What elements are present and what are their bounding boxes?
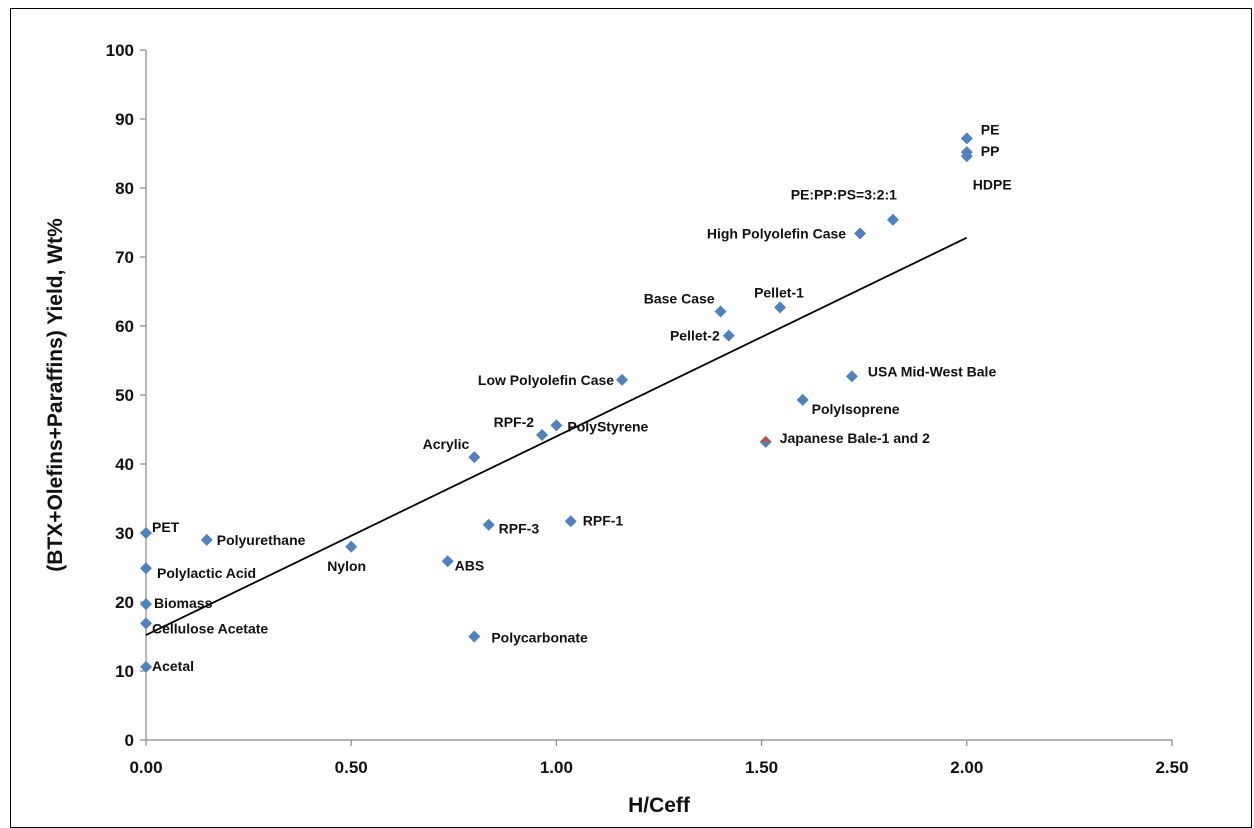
data-point-marker bbox=[345, 540, 358, 553]
data-point-marker bbox=[796, 393, 809, 406]
data-point-label: RPF-3 bbox=[499, 521, 540, 537]
data-point-marker bbox=[140, 527, 152, 539]
x-tick-label: 2.00 bbox=[950, 758, 983, 777]
data-point-marker bbox=[468, 630, 481, 643]
y-tick-label: 70 bbox=[115, 248, 134, 267]
data-point-marker bbox=[886, 213, 899, 226]
data-point-marker bbox=[550, 419, 563, 432]
x-tick-label: 1.50 bbox=[745, 758, 778, 777]
data-point-label: Biomass bbox=[154, 595, 213, 611]
y-tick-label: 30 bbox=[115, 524, 134, 543]
data-point-marker bbox=[960, 132, 973, 145]
y-tick-label: 20 bbox=[115, 593, 134, 612]
data-point-label: Pellet-2 bbox=[670, 328, 720, 344]
data-point-marker bbox=[200, 533, 213, 546]
y-tick-label: 60 bbox=[115, 317, 134, 336]
data-point-marker bbox=[774, 301, 787, 314]
data-point-label: Nylon bbox=[327, 558, 366, 574]
data-point-marker bbox=[722, 329, 735, 342]
data-point-label: PET bbox=[152, 519, 180, 535]
chart-frame bbox=[10, 8, 1252, 828]
x-tick-label: 1.00 bbox=[540, 758, 573, 777]
data-point-marker bbox=[468, 451, 481, 464]
y-tick-label: 80 bbox=[115, 179, 134, 198]
y-tick-label: 90 bbox=[115, 110, 134, 129]
data-point-marker bbox=[714, 305, 727, 318]
data-point-label: PE bbox=[981, 121, 1000, 137]
data-point-label: Polyurethane bbox=[217, 532, 306, 548]
data-point-highlight bbox=[759, 435, 772, 442]
y-axis-title: (BTX+Olefins+Paraffins) Yield, Wt% bbox=[44, 218, 67, 572]
data-point-label: PE:PP:PS=3:2:1 bbox=[791, 187, 897, 203]
data-point-label: PP bbox=[981, 143, 1000, 159]
data-point-label: High Polyolefin Case bbox=[707, 226, 846, 242]
data-point-label: RPF-1 bbox=[583, 512, 624, 528]
y-tick-label: 100 bbox=[106, 41, 134, 60]
data-point-marker bbox=[140, 617, 152, 630]
data-point-marker bbox=[140, 660, 152, 673]
data-point-label: Polycarbonate bbox=[491, 630, 588, 646]
data-point-label: Japanese Bale-1 and 2 bbox=[780, 430, 930, 446]
data-point-marker bbox=[441, 555, 454, 568]
x-axis-title: H/Ceff bbox=[628, 794, 691, 816]
data-point-marker bbox=[845, 370, 858, 383]
data-point-marker bbox=[960, 150, 973, 163]
data-point-marker bbox=[616, 373, 629, 386]
data-point-label: ABS bbox=[455, 557, 485, 573]
y-tick-label: 0 bbox=[125, 731, 134, 750]
data-point-label: Pellet-1 bbox=[754, 284, 804, 300]
x-tick-label: 2.50 bbox=[1155, 758, 1188, 777]
y-tick-label: 40 bbox=[115, 455, 134, 474]
data-point-marker bbox=[536, 429, 549, 442]
data-point-marker bbox=[564, 515, 577, 528]
data-point-label: HDPE bbox=[973, 176, 1012, 192]
data-point-marker bbox=[140, 562, 152, 575]
data-point-label: Acrylic bbox=[423, 436, 470, 452]
data-point-label: PolyStyrene bbox=[567, 418, 648, 434]
data-point-label: Low Polyolefin Case bbox=[478, 372, 614, 388]
y-tick-label: 10 bbox=[115, 662, 134, 681]
data-point-label: Cellulose Acetate bbox=[152, 620, 268, 636]
trendline bbox=[145, 236, 968, 636]
x-tick-label: 0.50 bbox=[335, 758, 368, 777]
data-point-label: Base Case bbox=[644, 291, 715, 307]
data-point-label: PolyIsoprene bbox=[812, 401, 900, 417]
y-tick-label: 50 bbox=[115, 386, 134, 405]
data-point-label: RPF-2 bbox=[494, 414, 535, 430]
x-tick-label: 0.00 bbox=[129, 758, 162, 777]
data-point-marker bbox=[482, 518, 495, 531]
data-point-label: Polylactic Acid bbox=[157, 565, 256, 581]
data-point-marker bbox=[854, 227, 867, 240]
data-point-label: Acetal bbox=[152, 658, 194, 674]
data-point-marker bbox=[140, 598, 152, 611]
data-point-label: USA Mid-West Bale bbox=[868, 363, 997, 379]
